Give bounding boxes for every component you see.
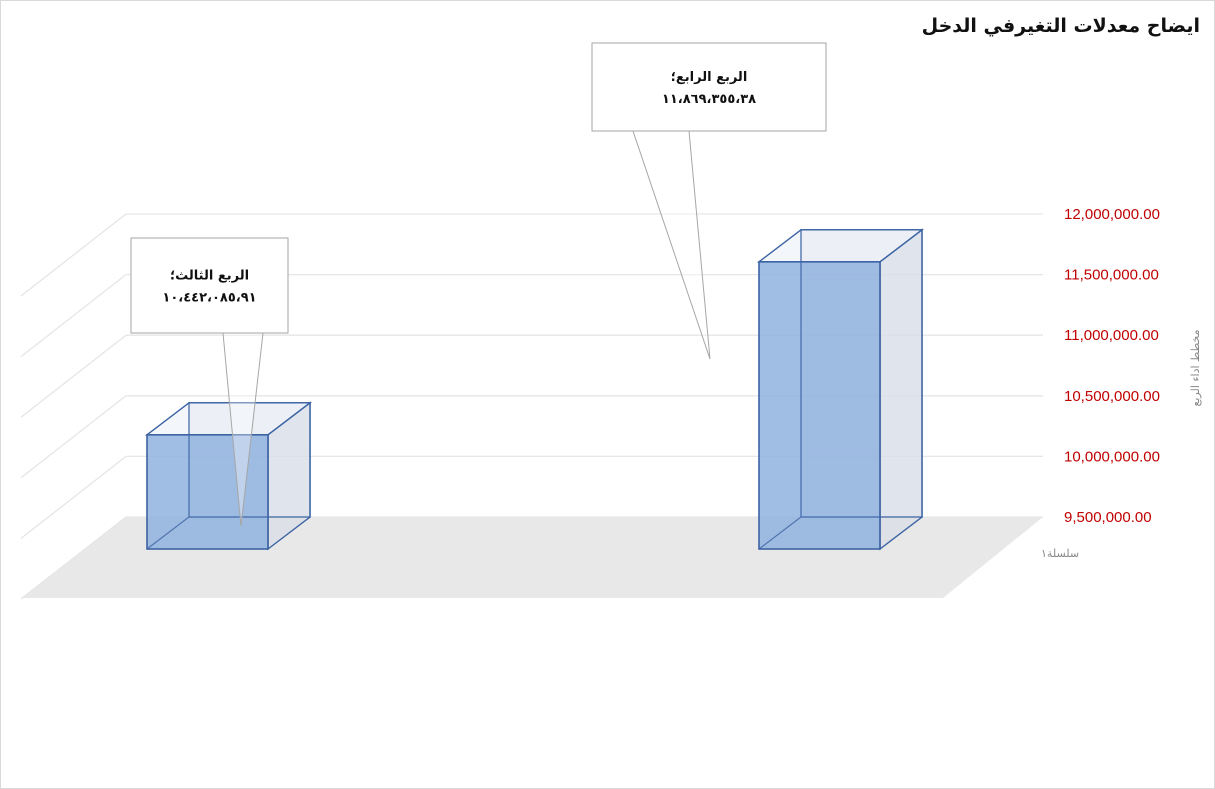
y-tick-label: 11,000,000.00 (1064, 327, 1159, 344)
y-tick-label: 10,500,000.00 (1064, 388, 1160, 405)
side-gridline (20, 516, 127, 600)
y-tick-label: 9,500,000.00 (1064, 509, 1152, 526)
chart-title: ايضاح معدلات التغيرفي الدخل (921, 15, 1200, 37)
callout-box (130, 237, 289, 334)
bar[interactable] (758, 261, 881, 550)
side-gridline (20, 455, 127, 539)
callout-pointer (632, 130, 711, 360)
bar[interactable] (146, 434, 269, 550)
side-gridline (20, 334, 127, 418)
side-gridline (20, 213, 127, 297)
y-tick-label: 10,000,000.00 (1064, 448, 1160, 465)
callout-category-label: الربع الثالث؛ (170, 269, 249, 284)
y-axis-title: مخطط اداء الربع (1189, 329, 1202, 406)
bar-side-face (879, 228, 923, 551)
y-tick-label: 11,500,000.00 (1064, 267, 1159, 284)
callout-category-label: الربع الرابع؛ (671, 70, 748, 85)
side-gridline (20, 395, 127, 479)
y-tick-label: 12,000,000.00 (1064, 206, 1160, 223)
side-gridline (20, 274, 127, 358)
data-label: ١١،٨٦٩،٣٥٥،٣٨ (662, 92, 756, 107)
series-label: سلسلة١ (1041, 547, 1079, 560)
callout-box (591, 42, 827, 132)
data-label: ١٠،٤٤٢،٠٨٥،٩١ (162, 291, 256, 306)
